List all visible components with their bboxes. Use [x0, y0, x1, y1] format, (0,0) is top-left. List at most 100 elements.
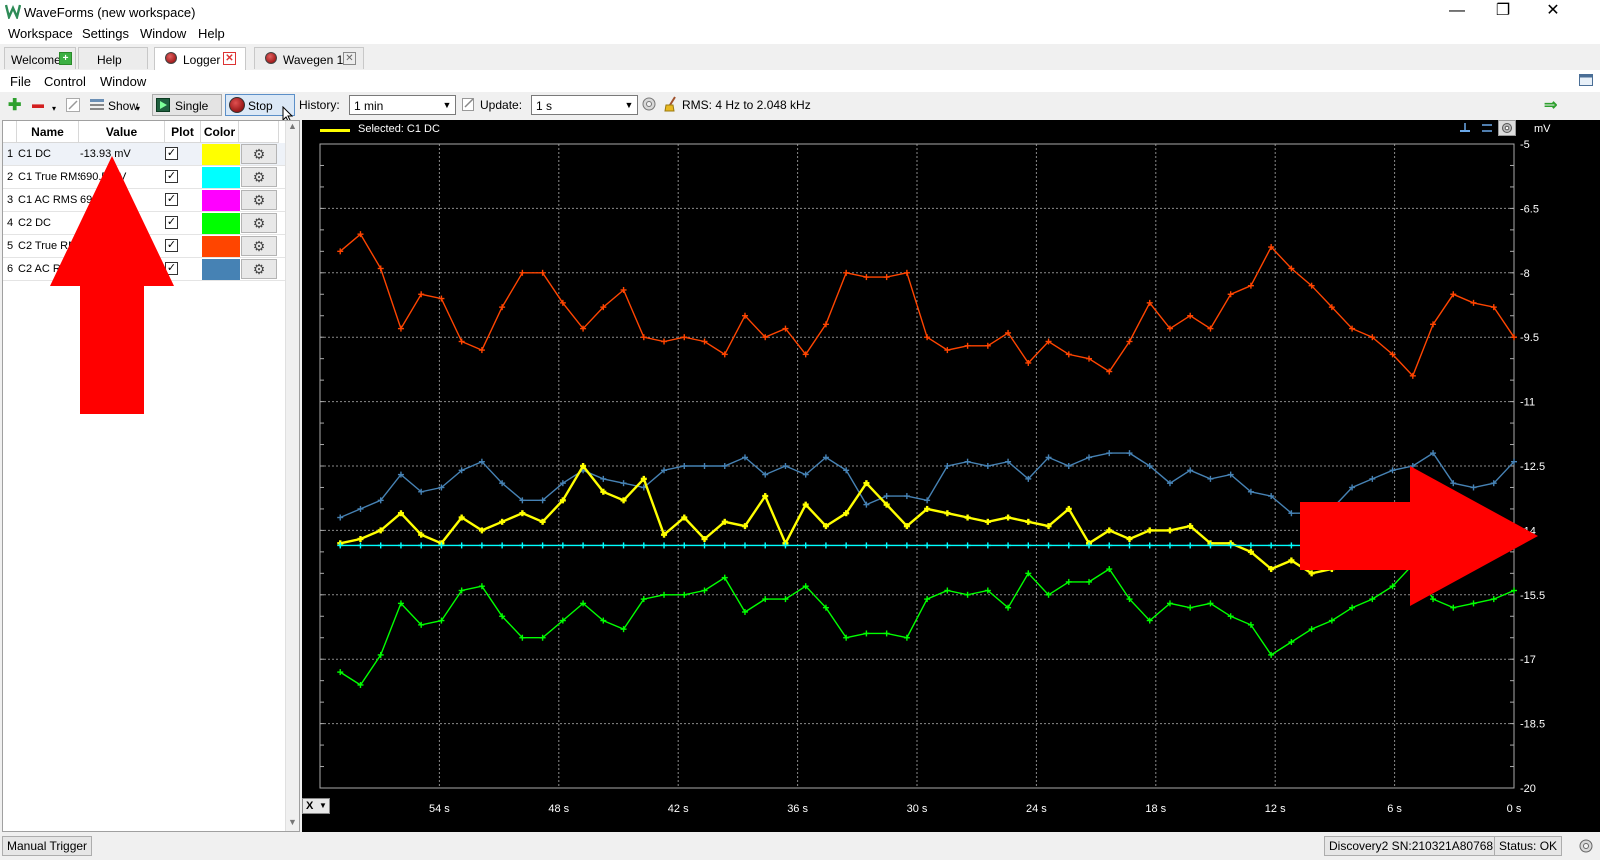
color-swatch[interactable]	[202, 144, 240, 165]
header-plot[interactable]: Plot	[165, 121, 201, 143]
table-scrollbar[interactable]: ▲ ▼	[285, 121, 299, 831]
close-tab-icon[interactable]: ✕	[223, 52, 236, 65]
data-point	[883, 630, 890, 637]
channel-settings-button[interactable]: ⚙	[241, 259, 277, 279]
data-point	[519, 634, 526, 641]
data-point	[1207, 542, 1214, 549]
device-label[interactable]: Discovery2 SN:210321A80768	[1324, 836, 1499, 856]
y-tick-label: -20	[1520, 783, 1536, 795]
add-tab-icon[interactable]: +	[59, 52, 72, 65]
tab-welcome[interactable]: Welcome +	[4, 47, 76, 69]
dock-icon[interactable]	[1578, 72, 1594, 88]
data-point	[1389, 351, 1396, 358]
close-button[interactable]: ✕	[1546, 2, 1560, 19]
channel-settings-button[interactable]: ⚙	[241, 213, 277, 233]
plot-checkbox[interactable]: ✓	[165, 170, 178, 183]
menu-control[interactable]: Control	[44, 74, 86, 89]
header-name[interactable]: Name	[17, 121, 79, 143]
plot-area[interactable]: 54 s 48 s 42 s 36 s 30 s 24 s 18 s 12 s 6 s 0 s -5…	[302, 120, 1600, 832]
data-point	[580, 325, 587, 332]
plot-checkbox[interactable]: ✓	[165, 147, 178, 160]
color-swatch[interactable]	[202, 259, 240, 280]
data-point	[1288, 542, 1295, 549]
chevron-down-icon[interactable]: ▼	[288, 817, 297, 827]
data-point	[458, 514, 465, 521]
data-point	[1187, 523, 1194, 530]
cursor-mode-icon[interactable]	[1458, 121, 1472, 135]
channel-settings-button[interactable]: ⚙	[241, 167, 277, 187]
tab-help[interactable]: Help	[78, 47, 148, 69]
arrow-right-icon[interactable]: ⇒	[1544, 97, 1558, 114]
menu-window[interactable]: Window	[100, 74, 147, 89]
history-edit-icon[interactable]	[460, 96, 476, 112]
data-point	[1086, 542, 1093, 549]
data-point	[499, 542, 506, 549]
show-dropdown-icon[interactable]: ▾	[136, 104, 141, 113]
channel-settings-button[interactable]: ⚙	[241, 144, 277, 164]
plot-checkbox[interactable]: ✓	[165, 239, 178, 252]
history-select[interactable]: 1 min ▼	[349, 95, 456, 115]
window-title: WaveForms (new workspace)	[24, 5, 196, 20]
data-point	[984, 342, 991, 349]
channel-name: C1 DC	[18, 148, 52, 160]
settings-gear-icon[interactable]	[641, 96, 657, 112]
menu-workspace[interactable]: Workspace	[8, 26, 73, 41]
tab-logger[interactable]: Logger ✕	[154, 47, 246, 71]
plot-checkbox[interactable]: ✓	[165, 262, 178, 275]
data-point	[762, 542, 769, 549]
table-row[interactable]: 1 C1 DC -13.93 mV ✓ ⚙	[3, 143, 287, 166]
data-point	[661, 591, 668, 598]
edit-icon[interactable]	[66, 98, 80, 112]
header-index	[3, 121, 17, 143]
menu-window[interactable]: Window	[140, 26, 187, 41]
color-swatch[interactable]	[202, 236, 240, 257]
minimize-button[interactable]: —	[1449, 2, 1465, 19]
data-point	[600, 304, 607, 311]
close-tab-icon[interactable]: ✕	[343, 52, 356, 65]
header-color[interactable]: Color	[201, 121, 239, 143]
plot-checkbox[interactable]: ✓	[165, 216, 178, 229]
data-point	[762, 493, 769, 500]
tab-wavegen[interactable]: Wavegen 1 ✕	[254, 47, 364, 69]
data-point	[377, 651, 384, 658]
remove-dropdown-icon[interactable]: ▾	[52, 104, 57, 113]
remove-channel-icon[interactable]: ▬	[32, 97, 44, 111]
measure-icon[interactable]	[1480, 121, 1494, 135]
chevron-up-icon[interactable]: ▲	[288, 121, 297, 131]
color-swatch[interactable]	[202, 190, 240, 211]
menu-settings[interactable]: Settings	[82, 26, 129, 41]
data-point	[762, 596, 769, 603]
broom-icon[interactable]	[664, 96, 678, 112]
waveforms-logo-icon	[5, 4, 21, 19]
maximize-button[interactable]: ❐	[1495, 2, 1511, 19]
data-point	[1005, 542, 1012, 549]
data-point	[1086, 578, 1093, 585]
data-point	[1106, 527, 1113, 534]
settings-gear-icon[interactable]	[1578, 838, 1594, 854]
table-row[interactable]: 3 C1 AC RMS 69 ✓ ⚙	[3, 189, 287, 212]
stop-button[interactable]: Stop	[225, 94, 295, 116]
color-swatch[interactable]	[202, 167, 240, 188]
channel-settings-button[interactable]: ⚙	[241, 190, 277, 210]
update-select[interactable]: 1 s ▼	[531, 95, 638, 115]
x-axis-menu-button[interactable]: X ▼	[302, 798, 330, 814]
data-point	[1045, 542, 1052, 549]
menu-file[interactable]: File	[10, 74, 31, 89]
add-channel-icon[interactable]: ✚	[8, 97, 22, 114]
menu-help[interactable]: Help	[198, 26, 225, 41]
show-button[interactable]: Show	[108, 99, 139, 113]
plot-checkbox[interactable]: ✓	[165, 193, 178, 206]
table-row[interactable]: 2 C1 True RMS 690.5 V ✓ ⚙	[3, 166, 287, 189]
data-point	[701, 463, 708, 469]
single-button[interactable]: Single	[152, 94, 222, 116]
plot-settings-button[interactable]	[1498, 120, 1516, 136]
manual-trigger-button[interactable]: Manual Trigger	[2, 836, 93, 856]
color-swatch[interactable]	[202, 213, 240, 234]
selected-legend-line	[320, 129, 350, 132]
channel-settings-button[interactable]: ⚙	[241, 236, 277, 256]
data-point	[640, 542, 647, 549]
logger-plot[interactable]: 54 s 48 s 42 s 36 s 30 s 24 s 18 s 12 s 6 s 0 s -5…	[302, 120, 1600, 832]
data-point	[499, 613, 506, 620]
header-value[interactable]: Value	[79, 121, 165, 143]
x-tick-label: 54 s	[429, 803, 450, 815]
